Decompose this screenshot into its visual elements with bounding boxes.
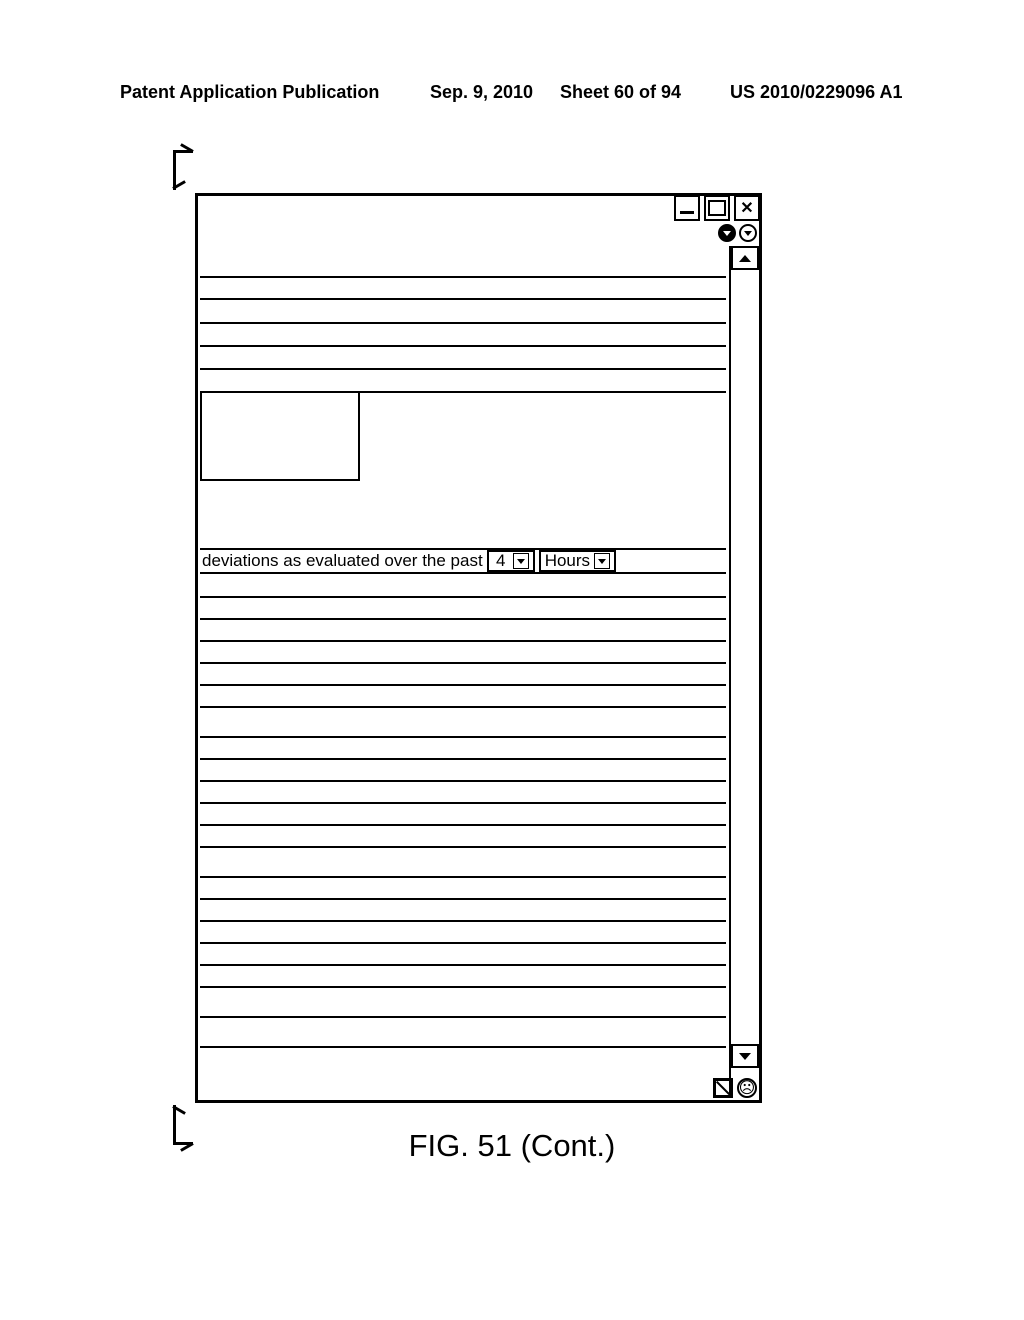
deviation-unit-value: Hours (545, 551, 590, 571)
row-line (200, 276, 726, 278)
row-line (200, 876, 726, 878)
deviation-unit-dropdown[interactable]: Hours (539, 550, 616, 572)
status-diagonal-icon (713, 1078, 733, 1098)
deviation-number-value: 4 (493, 551, 509, 571)
publication-number: US 2010/0229096 A1 (730, 82, 902, 103)
row-line (200, 920, 726, 922)
toolbar-circle-icons (718, 224, 757, 242)
content-area: deviations as evaluated over the past 4 … (198, 246, 728, 1096)
page-header: Patent Application Publication Sep. 9, 2… (0, 82, 1024, 104)
row-line (200, 758, 726, 760)
row-line (200, 736, 726, 738)
row-line (200, 824, 726, 826)
row-line (200, 706, 726, 708)
deviation-prefix-text: deviations as evaluated over the past (202, 551, 483, 571)
minimize-button[interactable] (674, 195, 700, 221)
chevron-down-icon (513, 553, 529, 569)
row-line (200, 345, 726, 347)
circle-dropdown-icon[interactable] (739, 224, 757, 242)
row-line (200, 942, 726, 944)
window-titlebar-controls (674, 195, 760, 221)
status-face-icon (737, 1078, 757, 1098)
sheet-number: Sheet 60 of 94 (560, 82, 681, 103)
row-line (200, 846, 726, 848)
publication-label: Patent Application Publication (120, 82, 379, 103)
row-line (200, 298, 726, 300)
empty-panel-box (200, 391, 360, 481)
chevron-down-icon (594, 553, 610, 569)
row-line (200, 802, 726, 804)
row-line (200, 780, 726, 782)
row-line (200, 322, 726, 324)
deviation-number-dropdown[interactable]: 4 (487, 550, 535, 572)
row-line (200, 964, 726, 966)
publication-date: Sep. 9, 2010 (430, 82, 533, 103)
row-line (200, 618, 726, 620)
row-line (200, 596, 726, 598)
row-line (200, 640, 726, 642)
row-line (200, 1046, 726, 1048)
scroll-up-button[interactable] (731, 246, 759, 270)
row-line (200, 662, 726, 664)
row-line (200, 368, 726, 370)
row-line (200, 1016, 726, 1018)
continuation-bracket-top (173, 150, 193, 190)
scroll-down-button[interactable] (731, 1044, 759, 1068)
close-button[interactable] (734, 195, 760, 221)
deviation-config-row: deviations as evaluated over the past 4 … (200, 548, 726, 574)
row-line (200, 986, 726, 988)
vertical-scrollbar[interactable] (729, 246, 759, 1096)
app-window: deviations as evaluated over the past 4 … (195, 193, 762, 1103)
status-bar-icons (713, 1078, 757, 1098)
row-line (200, 684, 726, 686)
figure-caption: FIG. 51 (Cont.) (0, 1128, 1024, 1164)
row-line (200, 898, 726, 900)
maximize-button[interactable] (704, 195, 730, 221)
circle-solid-icon[interactable] (718, 224, 736, 242)
